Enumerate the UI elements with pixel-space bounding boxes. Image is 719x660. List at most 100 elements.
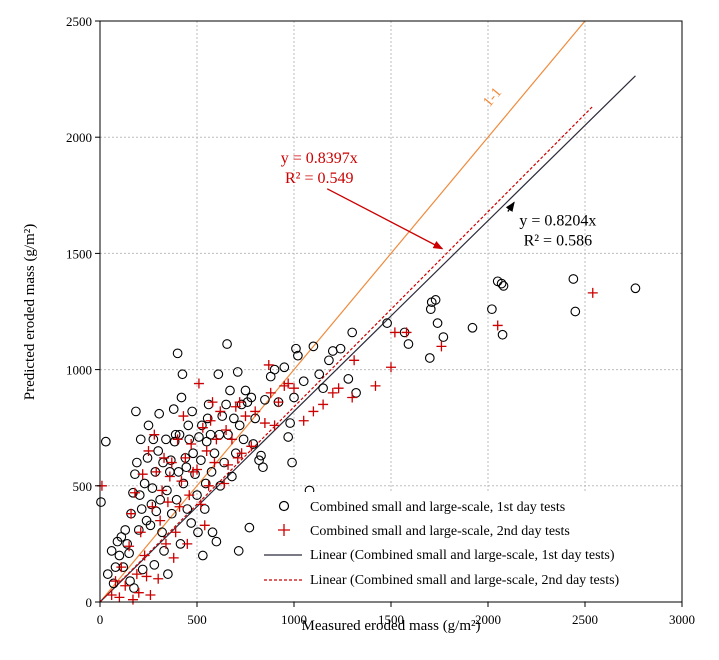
data-point-1st-day [181, 462, 192, 473]
data-point-2nd-day [174, 501, 185, 512]
data-point-1st-day [291, 343, 301, 354]
data-point-1st-day [114, 550, 125, 561]
data-point-1st-day [207, 527, 218, 538]
data-point-1st-day [234, 420, 245, 431]
data-point-1st-day [229, 413, 239, 424]
data-point-1st-day [496, 278, 507, 289]
legend-label-fit-1st-day: Linear (Combined small and large-scale, … [310, 548, 615, 563]
data-points-group [96, 274, 641, 605]
data-point-1st-day [630, 283, 641, 294]
x-axis-label: Measured eroded mass (g/m²) [301, 618, 480, 634]
data-point-1st-day [146, 499, 157, 510]
data-point-2nd-day [149, 429, 160, 440]
data-point-1st-day [285, 418, 295, 428]
data-point-2nd-day [110, 576, 121, 587]
x-tick-label: 0 [97, 612, 104, 627]
data-point-2nd-day [145, 590, 156, 601]
fit-line-2 [100, 105, 594, 602]
data-point-1st-day [147, 483, 158, 493]
y-tick-label: 500 [73, 479, 93, 494]
data-point-2nd-day [137, 469, 148, 480]
data-point-1st-day [153, 446, 164, 456]
data-point-1st-day [131, 406, 141, 417]
data-point-1st-day [169, 436, 180, 447]
data-point-1st-day [432, 318, 443, 328]
data-point-1st-day [137, 564, 148, 575]
data-point-2nd-day [184, 490, 195, 501]
data-point-1st-day [244, 522, 255, 533]
data-point-1st-day [287, 457, 297, 468]
data-point-1st-day [438, 332, 449, 342]
data-point-2nd-day [162, 497, 173, 508]
data-point-1st-day [424, 353, 435, 363]
data-point-2nd-day [201, 445, 212, 456]
data-point-1st-day [142, 453, 153, 463]
x-tick-label: 1000 [281, 612, 307, 627]
data-point-2nd-day [168, 552, 179, 563]
data-point-1st-day [197, 420, 207, 431]
data-point-1st-day [238, 434, 249, 445]
data-point-1st-day [96, 497, 106, 507]
data-point-1st-day [197, 550, 208, 561]
data-point-2nd-day [116, 562, 127, 573]
data-point-1st-day [248, 439, 259, 449]
data-point-2nd-day [176, 476, 187, 487]
data-point-2nd-day [120, 580, 131, 591]
x-tick-label: 500 [187, 612, 207, 627]
data-point-1st-day [182, 504, 193, 514]
data-point-1st-day [154, 408, 165, 419]
data-point-2nd-day [147, 501, 158, 512]
data-point-1st-day [293, 350, 303, 361]
data-point-1st-day [221, 399, 231, 410]
data-point-2nd-day [259, 418, 270, 429]
data-point-2nd-day [283, 378, 294, 389]
data-point-2nd-day [151, 466, 162, 477]
data-point-1st-day [403, 339, 414, 349]
data-point-1st-day [279, 362, 290, 373]
y-tick-label: 1000 [66, 363, 92, 378]
legend: Combined small and large-scale, 1st day … [262, 492, 680, 600]
one-to-one-line [100, 21, 586, 602]
data-point-2nd-day [192, 464, 202, 475]
data-point-2nd-day [114, 592, 125, 603]
data-point-2nd-day [211, 434, 222, 445]
legend-box [262, 492, 680, 600]
data-point-1st-day [173, 467, 184, 477]
data-point-2nd-day [160, 538, 171, 549]
data-point-1st-day [166, 508, 177, 519]
x-tick-label: 3000 [669, 612, 695, 627]
data-point-2nd-day [236, 448, 247, 459]
data-point-2nd-day [178, 411, 189, 422]
data-point-1st-day [136, 504, 147, 514]
data-point-1st-day [570, 306, 581, 317]
data-point-1st-day [324, 355, 334, 366]
data-point-1st-day [497, 329, 508, 340]
data-point-1st-day [135, 434, 146, 445]
data-point-1st-day [145, 520, 156, 531]
data-point-1st-day [176, 392, 187, 403]
annotation-arrow-1 [326, 188, 444, 250]
data-point-2nd-day [199, 520, 210, 531]
data-point-2nd-day [269, 420, 280, 431]
data-point-1st-day [232, 367, 243, 377]
data-point-1st-day [213, 369, 224, 380]
data-point-1st-day [159, 546, 169, 556]
data-point-2nd-day [164, 471, 175, 482]
data-point-2nd-day [240, 411, 251, 422]
data-point-2nd-day [157, 485, 168, 496]
data-point-2nd-day [587, 287, 598, 298]
y-tick-label: 0 [86, 595, 93, 610]
data-point-1st-day [283, 432, 294, 442]
data-point-2nd-day [370, 380, 381, 391]
data-point-1st-day [177, 369, 188, 380]
data-point-1st-day [211, 536, 222, 547]
data-point-2nd-day [166, 457, 177, 468]
data-point-2nd-day [126, 508, 137, 519]
data-point-2nd-day [298, 415, 309, 426]
data-point-1st-day [206, 467, 217, 477]
legend-label-1st-day: Combined small and large-scale, 1st day … [310, 500, 565, 515]
data-point-1st-day [108, 578, 119, 589]
data-point-2nd-day [347, 392, 358, 403]
data-point-1st-day [106, 546, 117, 556]
data-point-1st-day [256, 450, 266, 461]
